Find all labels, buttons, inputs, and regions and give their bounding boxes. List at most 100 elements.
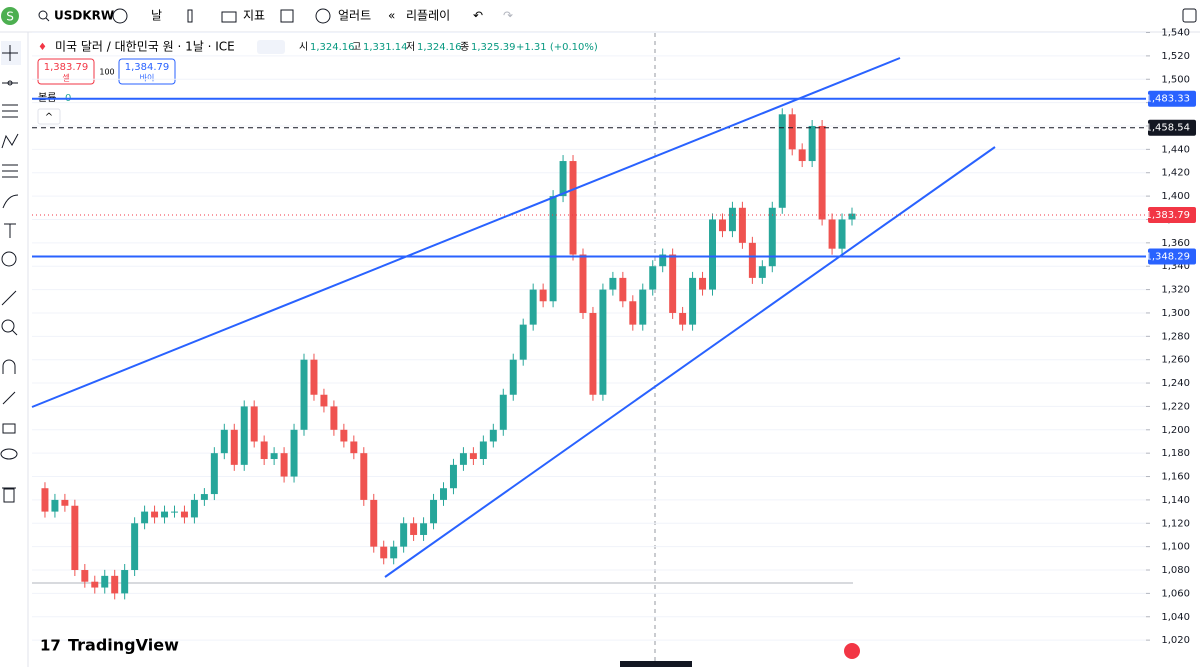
candle [539,289,547,302]
candle [111,575,119,594]
legend-title[interactable]: 미국 달러 / 대한민국 원 · 1날 · ICE [55,40,235,54]
candle [190,499,198,518]
y-tick-label: 1,540 [1161,28,1190,39]
price-axis[interactable] [1146,33,1200,667]
y-tick-label: 1,080 [1161,565,1190,576]
layouts[interactable] [280,9,294,23]
y-tick-label: 1,120 [1161,518,1190,529]
y-tick-label: 1,060 [1161,588,1190,599]
candle [200,494,208,500]
sell-price: 1,383.79 [44,62,89,73]
candle [310,359,318,395]
replay[interactable]: 리플레이 [406,9,450,23]
close-label: 종 [460,41,469,53]
candle [768,207,776,267]
candle [121,570,129,594]
redo[interactable]: ↷ [503,9,513,23]
candle [469,453,477,460]
candle [210,453,218,495]
indicators-icon [221,11,237,23]
candle [300,359,308,430]
buy-price: 1,384.79 [125,62,170,73]
avatar[interactable] [1,7,19,25]
candle [689,277,697,325]
price-tag-label: 1,348.29 [1145,252,1190,263]
candle [639,289,647,325]
chart-style[interactable] [187,9,193,23]
y-tick-label: 1,180 [1161,448,1190,459]
status [257,40,285,54]
candle [519,324,527,360]
candle [679,312,687,325]
candle [180,511,188,518]
open-label: 시 [299,41,308,53]
candle [559,161,567,197]
y-tick-label: 1,360 [1161,238,1190,249]
candle [659,254,667,267]
candle [390,546,398,559]
candle [738,207,746,243]
candle [410,523,418,535]
symbol[interactable]: USDKRW [54,9,114,23]
quantity[interactable]: 100 [99,68,114,77]
candle [619,277,627,302]
candle [709,219,716,290]
brand-logo: 17 [40,637,61,655]
candle [718,219,726,232]
candle [250,406,258,442]
collapse[interactable] [37,108,61,125]
price-tag [1148,248,1196,265]
indicators[interactable]: 지표 [243,9,265,23]
events-icon[interactable] [844,643,860,659]
buy-label: 바이 [140,73,155,83]
drawing-tools[interactable] [0,41,21,503]
candle [340,429,348,442]
candle [669,254,677,313]
candle [788,114,796,150]
candle [748,242,756,278]
price-tag [1148,90,1196,107]
candle [220,429,228,454]
candle [808,125,816,162]
interval[interactable]: 날 [151,9,162,23]
candle [599,289,607,395]
candle [380,546,388,559]
buy-button[interactable] [118,58,176,85]
candle [61,499,69,506]
candle [699,277,707,290]
high: 1,331.14 [363,42,408,53]
candle [420,523,428,535]
candle [479,441,487,460]
y-tick-label: 1,160 [1161,472,1190,483]
avatar-letter: S [6,10,14,24]
collapse-icon: ^ [45,112,53,123]
candle [370,499,378,547]
candle [489,429,497,442]
replay-icon: « [388,9,395,23]
trend-line[interactable] [384,146,996,578]
alert[interactable]: 얼러트 [338,9,371,23]
fullscreen[interactable] [1182,8,1197,23]
candle [449,464,457,489]
y-tick-label: 1,420 [1161,168,1190,179]
candle [400,523,408,547]
y-tick-label: 1,100 [1161,542,1190,553]
candle [440,488,447,500]
candle [141,511,149,524]
candle [798,149,806,162]
y-tick-label: 1,520 [1161,51,1190,62]
sell-button[interactable] [37,58,95,85]
candle [101,575,109,588]
undo[interactable]: ↶ [473,9,483,23]
candle [330,406,338,430]
candle [509,359,517,395]
trend-line[interactable] [31,57,901,408]
candle [848,213,856,220]
candle [240,406,248,465]
candle [230,429,238,465]
add-symbol[interactable] [112,8,128,24]
close: 1,325.39 [471,42,516,53]
candle [778,114,786,208]
candle [589,312,597,395]
